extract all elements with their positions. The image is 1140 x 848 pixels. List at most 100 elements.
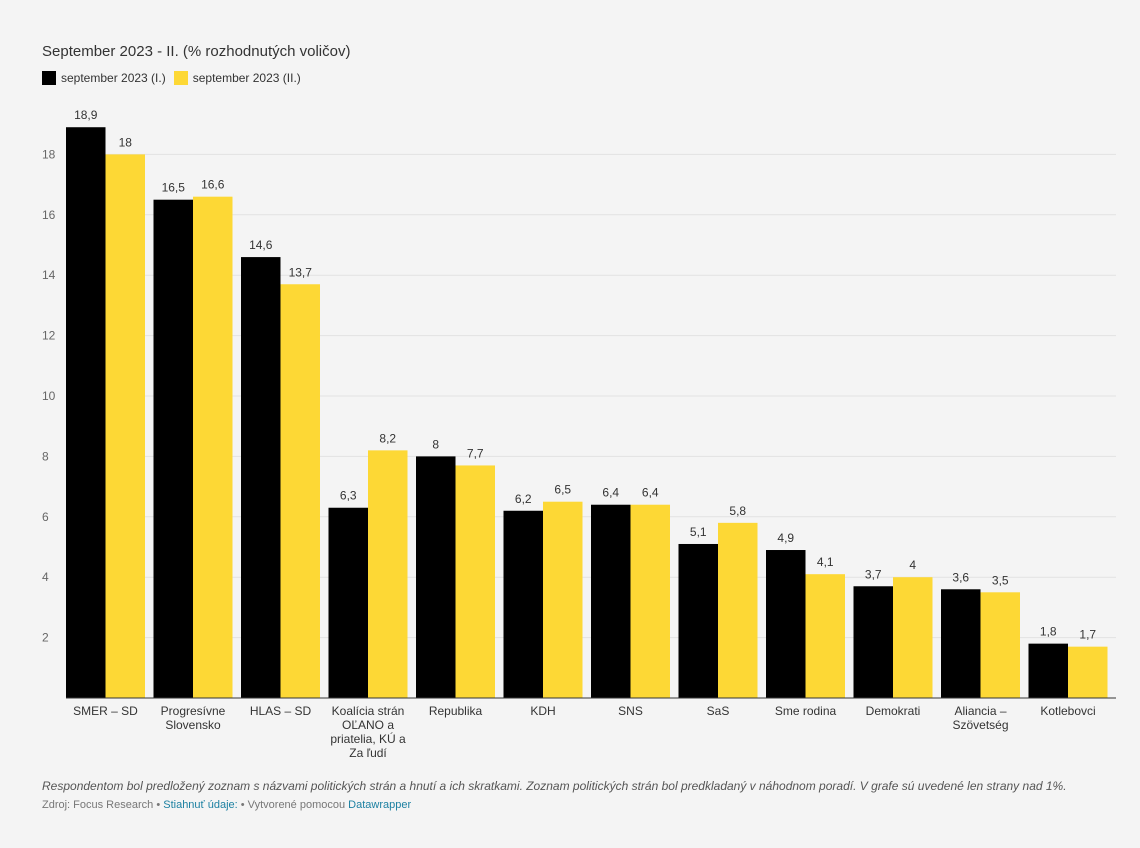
bar-value-label: 5,1 bbox=[690, 525, 707, 539]
bar bbox=[718, 522, 758, 698]
bar bbox=[543, 501, 583, 698]
bar-value-label: 5,8 bbox=[729, 504, 746, 518]
x-tick-label-line: SMER – SD bbox=[73, 704, 138, 718]
chart-legend: september 2023 (I.) september 2023 (II.) bbox=[42, 71, 309, 85]
x-tick-label-line: Demokrati bbox=[866, 704, 921, 718]
bar-chart: 2 4 6 8 10 12 14 16 18 18,9 18 SMER – SD 16,5 16,6 Pro… bbox=[42, 108, 1116, 760]
legend-label-series-1: september 2023 (I.) bbox=[61, 71, 166, 85]
bar-value-label: 7,7 bbox=[467, 446, 484, 460]
bar-value-label: 6,4 bbox=[602, 486, 619, 500]
y-tick-label: 8 bbox=[42, 449, 49, 463]
bar-value-label: 14,6 bbox=[249, 238, 273, 252]
x-tick-label: HLAS – SD bbox=[250, 704, 312, 718]
x-tick-label-line: Slovensko bbox=[165, 718, 221, 732]
bar bbox=[416, 456, 456, 698]
y-tick-label: 10 bbox=[42, 389, 56, 403]
bar-value-label: 8 bbox=[432, 437, 439, 451]
y-tick-label: 2 bbox=[42, 631, 49, 645]
bar bbox=[241, 257, 281, 698]
x-tick-label: KDH bbox=[530, 704, 555, 718]
bar-value-label: 18,9 bbox=[74, 108, 98, 122]
download-data-link[interactable]: Stiahnuť údaje: bbox=[163, 799, 238, 811]
bar-value-label: 6,4 bbox=[642, 486, 659, 500]
bar-value-label: 16,6 bbox=[201, 178, 225, 192]
bar bbox=[503, 510, 543, 698]
legend-swatch-series-1 bbox=[42, 71, 56, 85]
x-tick-label-line: SaS bbox=[707, 704, 730, 718]
legend-swatch-series-2 bbox=[173, 71, 188, 85]
x-tick-label-line: priatelia, KÚ a bbox=[330, 731, 406, 746]
bar-value-label: 4,1 bbox=[817, 555, 834, 569]
x-tick-label-line: Republika bbox=[429, 704, 483, 718]
bar bbox=[153, 199, 193, 698]
x-tick-label: Sme rodina bbox=[775, 704, 837, 718]
bar bbox=[853, 586, 893, 698]
legend-label-series-2: september 2023 (II.) bbox=[192, 71, 301, 85]
bar bbox=[766, 550, 806, 698]
x-tick-label: Progresívne Slovensko bbox=[161, 704, 226, 732]
bar bbox=[941, 589, 981, 698]
bar bbox=[893, 577, 933, 698]
bar bbox=[328, 507, 368, 698]
bar bbox=[980, 592, 1020, 698]
bar-value-label: 8,2 bbox=[379, 431, 396, 445]
y-tick-label: 12 bbox=[42, 329, 56, 343]
legend-item-series-2: september 2023 (II.) bbox=[173, 71, 301, 85]
bar bbox=[455, 465, 495, 698]
footer-separator: • bbox=[237, 799, 248, 811]
bar-value-label: 6,3 bbox=[340, 489, 357, 503]
footer-separator: • bbox=[153, 799, 164, 811]
bar-value-label: 18 bbox=[119, 135, 133, 149]
bar-value-label: 3,6 bbox=[952, 570, 969, 584]
y-tick-label: 16 bbox=[42, 208, 56, 222]
bar-value-label: 16,5 bbox=[162, 181, 186, 195]
x-tick-label-line: Koalícia strán bbox=[332, 704, 405, 718]
bar-value-label: 3,5 bbox=[992, 573, 1009, 587]
x-tick-label-line: OĽANO a bbox=[342, 718, 394, 732]
x-tick-label: Koalícia strán OĽANO a priatelia, KÚ a Za ľ… bbox=[330, 704, 406, 760]
bar bbox=[193, 196, 233, 698]
chart-notes: Respondentom bol predložený zoznam s náz… bbox=[42, 779, 1067, 793]
bar bbox=[1028, 643, 1068, 698]
x-tick-label: SaS bbox=[707, 704, 730, 718]
y-tick-label: 18 bbox=[42, 147, 56, 161]
x-tick-label: SMER – SD bbox=[73, 704, 138, 718]
x-tick-label-line: SNS bbox=[618, 704, 643, 718]
chart-title: September 2023 - II. (% rozhodnutých vol… bbox=[42, 43, 351, 60]
x-tick-label-line: Kotlebovci bbox=[1040, 704, 1095, 718]
x-tick-label: Aliancia – Szövetség bbox=[952, 704, 1008, 732]
source-text: Zdroj: Focus Research bbox=[42, 799, 154, 811]
bar bbox=[66, 127, 106, 699]
x-tick-label: Demokrati bbox=[866, 704, 921, 718]
bar-value-label: 1,8 bbox=[1040, 625, 1057, 639]
bar-value-label: 4 bbox=[909, 558, 916, 572]
bar bbox=[630, 504, 670, 698]
x-tick-label-line: Progresívne bbox=[161, 704, 226, 718]
y-tick-label: 4 bbox=[42, 570, 49, 584]
bar bbox=[280, 284, 320, 698]
bar-value-label: 3,7 bbox=[865, 567, 882, 581]
bar-value-label: 4,9 bbox=[777, 531, 794, 545]
y-tick-label: 6 bbox=[42, 510, 49, 524]
x-tick-label-line: HLAS – SD bbox=[250, 704, 312, 718]
chart-footer: Zdroj: Focus Research • Stiahnuť údaje: … bbox=[42, 799, 411, 811]
x-tick-label: SNS bbox=[618, 704, 643, 718]
bar-value-label: 1,7 bbox=[1079, 628, 1096, 642]
x-tick-label-line: Szövetség bbox=[952, 718, 1008, 732]
bar-value-label: 6,2 bbox=[515, 492, 532, 506]
legend-item-series-1: september 2023 (I.) bbox=[42, 71, 166, 85]
bar bbox=[368, 450, 408, 698]
x-tick-label: Republika bbox=[429, 704, 483, 718]
datawrapper-link[interactable]: Datawrapper bbox=[348, 799, 412, 811]
bar bbox=[591, 504, 631, 698]
bar bbox=[805, 574, 845, 698]
y-tick-label: 14 bbox=[42, 268, 56, 282]
bar bbox=[1068, 646, 1108, 698]
bar bbox=[678, 543, 718, 698]
bar-value-label: 6,5 bbox=[554, 483, 571, 497]
bar-value-label: 13,7 bbox=[289, 265, 313, 279]
x-tick-label-line: KDH bbox=[530, 704, 555, 718]
bar bbox=[105, 154, 145, 698]
created-with-text: Vytvorené pomocou bbox=[247, 799, 349, 811]
x-tick-label-line: Za ľudí bbox=[349, 746, 387, 760]
